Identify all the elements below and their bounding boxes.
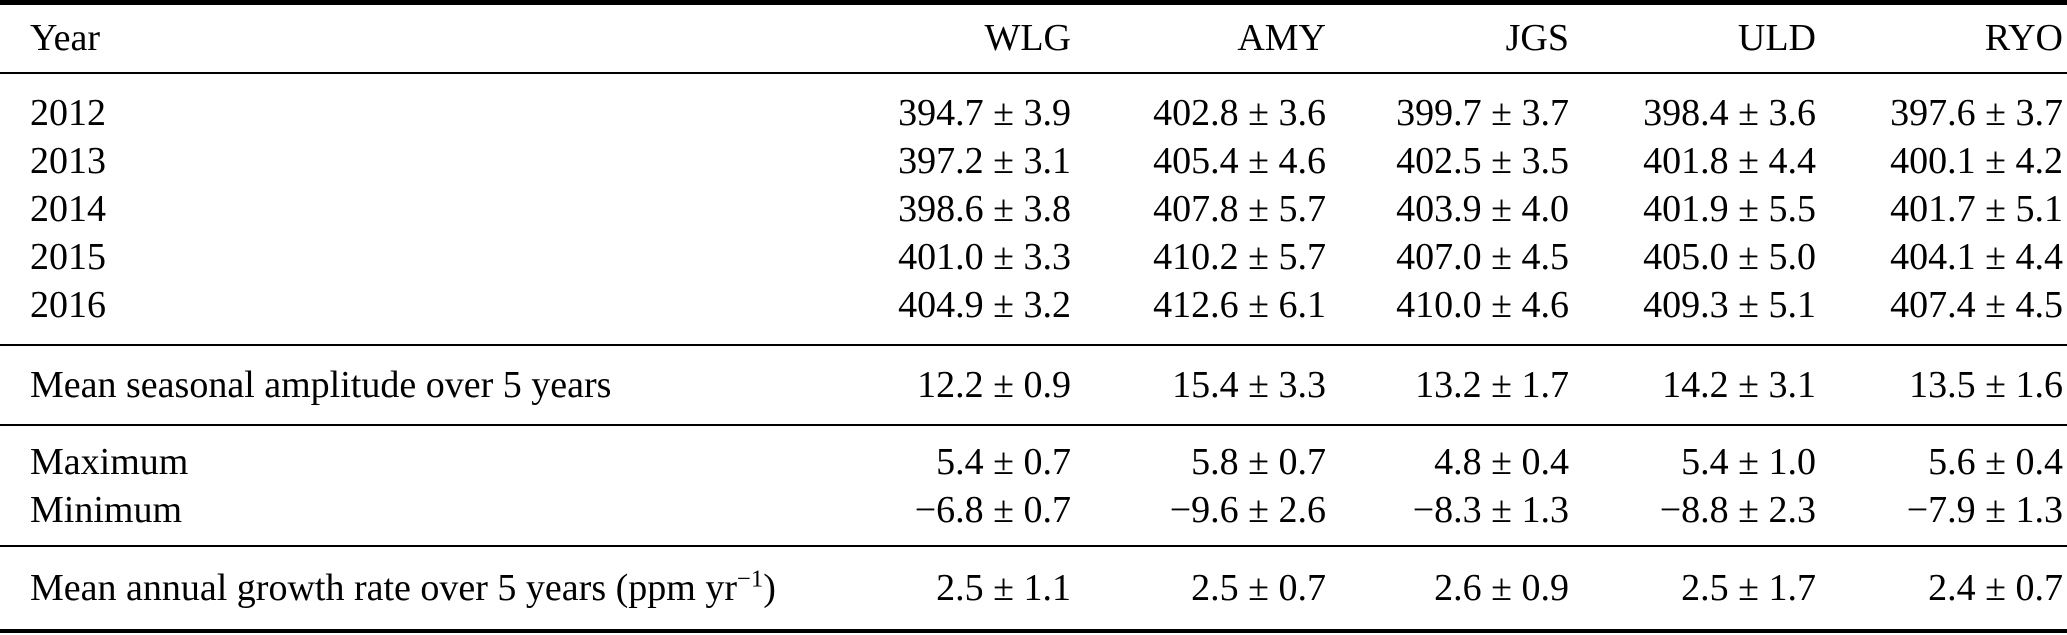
value-cell: 5.4 ± 0.7 <box>936 440 1071 483</box>
value-cell: −9.6 ± 2.6 <box>1169 488 1326 531</box>
value-cell: 2.4 ± 0.7 <box>1928 566 2063 609</box>
column-header-amy: AMY <box>1237 17 1326 60</box>
column-header-wlg: WLG <box>984 17 1071 60</box>
growth-rate-row: Mean annual growth rate over 5 years (pp… <box>0 546 2067 631</box>
value-cell: 400.1 ± 4.2 <box>1890 139 2063 182</box>
value-cell: 412.6 ± 6.1 <box>1153 283 1326 326</box>
value-cell: 403.9 ± 4.0 <box>1396 187 1569 230</box>
row-label: 2015 <box>30 235 106 278</box>
maxmin-section: Maximum 5.4 ± 0.7 5.8 ± 0.7 4.8 ± 0.4 5.… <box>0 425 2067 546</box>
value-cell: 401.8 ± 4.4 <box>1643 139 1816 182</box>
value-cell: 5.8 ± 0.7 <box>1191 440 1326 483</box>
value-cell: 399.7 ± 3.7 <box>1396 91 1569 134</box>
value-cell: 5.4 ± 1.0 <box>1681 440 1816 483</box>
row-label: 2013 <box>30 139 106 182</box>
value-cell: 397.2 ± 3.1 <box>898 139 1071 182</box>
years-section: 2012 394.7 ± 3.9 402.8 ± 3.6 399.7 ± 3.7… <box>0 73 2067 345</box>
value-cell: 394.7 ± 3.9 <box>898 91 1071 134</box>
value-cell: 14.2 ± 3.1 <box>1662 363 1816 406</box>
value-cell: 407.0 ± 4.5 <box>1396 235 1569 278</box>
value-cell: 401.9 ± 5.5 <box>1643 187 1816 230</box>
growth-label-closing: ) <box>763 566 776 609</box>
value-cell: 401.0 ± 3.3 <box>898 235 1071 278</box>
value-cell: 410.2 ± 5.7 <box>1153 235 1326 278</box>
maximum-row: Maximum 5.4 ± 0.7 5.8 ± 0.7 4.8 ± 0.4 5.… <box>0 425 2067 486</box>
value-cell: 13.5 ± 1.6 <box>1909 363 2063 406</box>
year-row-2014: 2014 398.6 ± 3.8 407.8 ± 5.7 403.9 ± 4.0… <box>0 185 2067 233</box>
growth-section: Mean annual growth rate over 5 years (pp… <box>0 546 2067 631</box>
column-header-uld: ULD <box>1737 17 1816 60</box>
value-cell: 402.8 ± 3.6 <box>1153 91 1326 134</box>
value-cell: 2.6 ± 0.9 <box>1434 566 1569 609</box>
row-label: 2014 <box>30 187 106 230</box>
year-row-2012: 2012 394.7 ± 3.9 402.8 ± 3.6 399.7 ± 3.7… <box>0 73 2067 137</box>
year-row-2013: 2013 397.2 ± 3.1 405.4 ± 4.6 402.5 ± 3.5… <box>0 137 2067 185</box>
value-cell: 397.6 ± 3.7 <box>1890 91 2063 134</box>
value-cell: −8.3 ± 1.3 <box>1412 488 1569 531</box>
value-cell: 2.5 ± 0.7 <box>1191 566 1326 609</box>
table-header: Year WLG AMY JGS ULD RYO <box>0 3 2067 73</box>
growth-label-text: Mean annual growth rate over 5 years (pp… <box>30 566 737 609</box>
value-cell: 4.8 ± 0.4 <box>1434 440 1569 483</box>
row-label: Mean seasonal amplitude over 5 years <box>30 363 612 406</box>
value-cell: 398.4 ± 3.6 <box>1643 91 1816 134</box>
amplitude-row: Mean seasonal amplitude over 5 years 12.… <box>0 345 2067 425</box>
minimum-row: Minimum −6.8 ± 0.7 −9.6 ± 2.6 −8.3 ± 1.3… <box>0 486 2067 546</box>
value-cell: −7.9 ± 1.3 <box>1906 488 2063 531</box>
row-label: Maximum <box>30 440 189 483</box>
row-label: Mean annual growth rate over 5 years (pp… <box>0 546 820 631</box>
value-cell: 407.8 ± 5.7 <box>1153 187 1326 230</box>
value-cell: 409.3 ± 5.1 <box>1643 283 1816 326</box>
amplitude-section: Mean seasonal amplitude over 5 years 12.… <box>0 345 2067 425</box>
value-cell: −6.8 ± 0.7 <box>914 488 1071 531</box>
row-label: 2012 <box>30 91 106 134</box>
column-header-jgs: JGS <box>1505 17 1569 60</box>
header-row: Year WLG AMY JGS ULD RYO <box>0 3 2067 73</box>
value-cell: 13.2 ± 1.7 <box>1415 363 1569 406</box>
value-cell: 5.6 ± 0.4 <box>1928 440 2063 483</box>
value-cell: 398.6 ± 3.8 <box>898 187 1071 230</box>
value-cell: 404.1 ± 4.4 <box>1890 235 2063 278</box>
value-cell: 401.7 ± 5.1 <box>1890 187 2063 230</box>
superscript-exponent: −1 <box>736 564 764 592</box>
value-cell: 405.0 ± 5.0 <box>1643 235 1816 278</box>
row-label: Minimum <box>30 488 183 531</box>
column-header-ryo: RYO <box>1984 17 2063 60</box>
row-label: 2016 <box>30 283 106 326</box>
column-header-year: Year <box>30 17 101 60</box>
value-cell: 2.5 ± 1.7 <box>1681 566 1816 609</box>
value-cell: 407.4 ± 4.5 <box>1890 283 2063 326</box>
value-cell: 2.5 ± 1.1 <box>936 566 1071 609</box>
value-cell: 12.2 ± 0.9 <box>917 363 1071 406</box>
year-row-2016: 2016 404.9 ± 3.2 412.6 ± 6.1 410.0 ± 4.6… <box>0 281 2067 345</box>
value-cell: 405.4 ± 4.6 <box>1153 139 1326 182</box>
value-cell: 404.9 ± 3.2 <box>898 283 1071 326</box>
value-cell: 410.0 ± 4.6 <box>1396 283 1569 326</box>
value-cell: 402.5 ± 3.5 <box>1396 139 1569 182</box>
value-cell: −8.8 ± 2.3 <box>1659 488 1816 531</box>
value-cell: 15.4 ± 3.3 <box>1172 363 1326 406</box>
year-row-2015: 2015 401.0 ± 3.3 410.2 ± 5.7 407.0 ± 4.5… <box>0 233 2067 281</box>
